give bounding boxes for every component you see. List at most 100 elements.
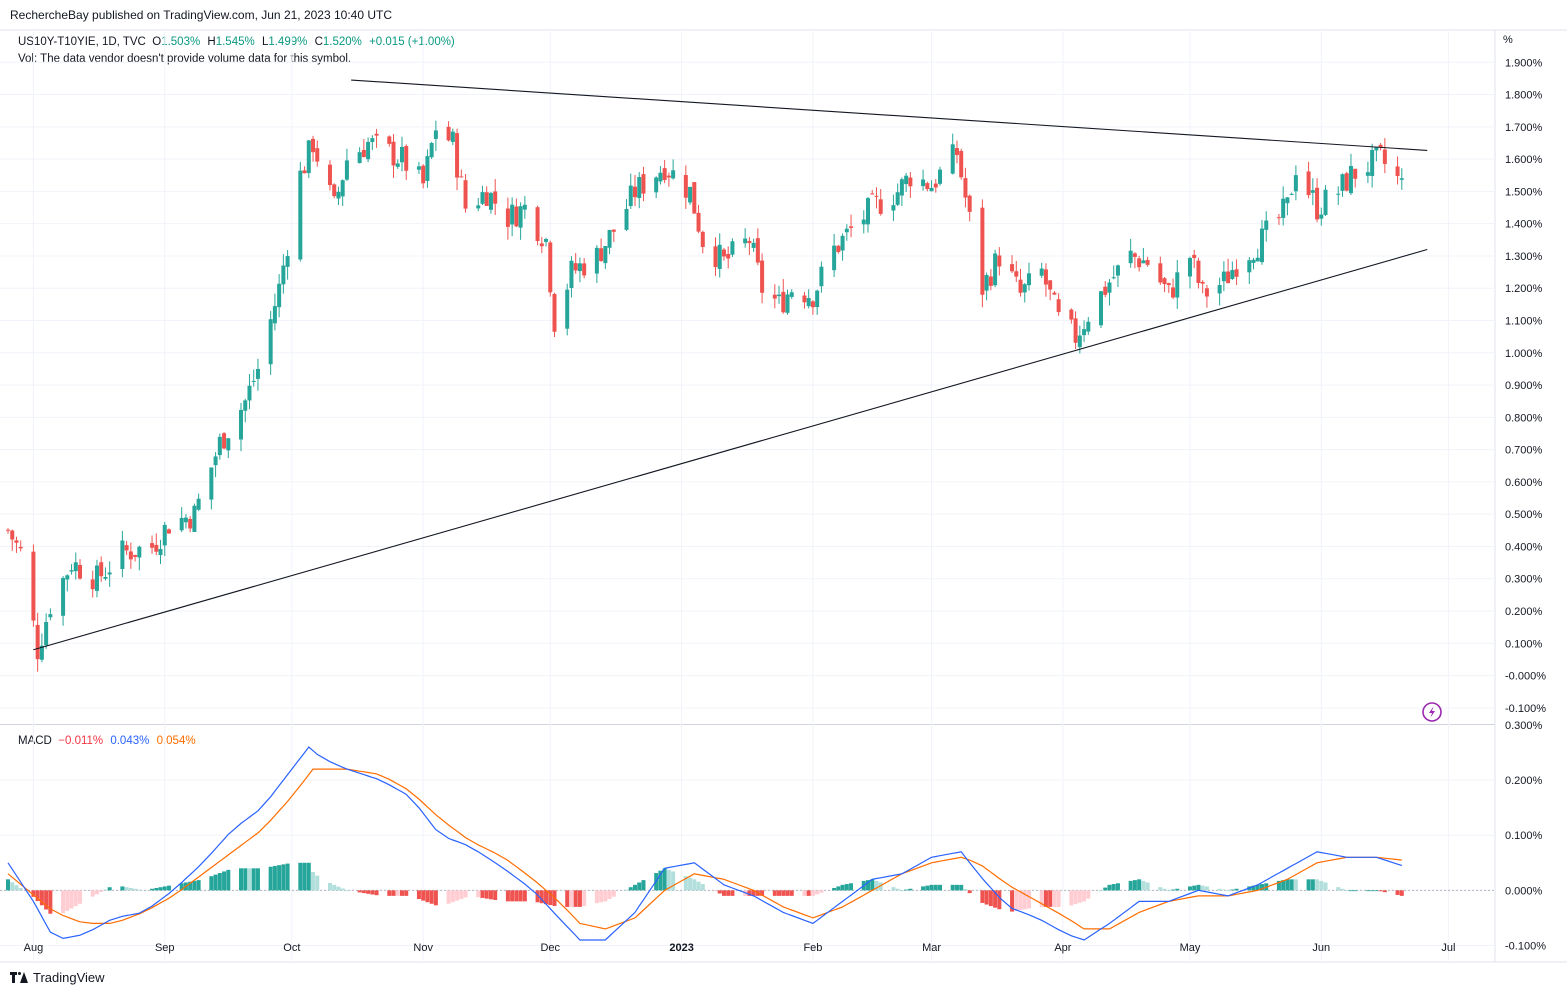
macd-hist-bar bbox=[573, 890, 578, 907]
tradingview-brand[interactable]: TradingView bbox=[10, 970, 105, 985]
macd-hist-bar bbox=[179, 883, 184, 891]
macd-hist-bar bbox=[594, 890, 599, 904]
candle-body bbox=[124, 545, 129, 551]
macd-hist-bar bbox=[1374, 890, 1379, 892]
macd-hist-bar bbox=[459, 890, 464, 900]
candle-body bbox=[150, 543, 155, 548]
candle-body bbox=[836, 245, 841, 252]
macd-hist-bar bbox=[493, 890, 498, 900]
macd-hist-bar bbox=[522, 890, 527, 902]
high-label: H bbox=[207, 36, 216, 48]
macd-hist-bar bbox=[921, 886, 926, 891]
candle-body bbox=[311, 138, 316, 153]
price-tick-label: 1.200% bbox=[1505, 283, 1543, 295]
macd-hist-bar bbox=[713, 890, 718, 892]
macd-hist-bar bbox=[255, 868, 260, 891]
candle-body bbox=[611, 229, 616, 232]
macd-hist-bar bbox=[476, 890, 481, 898]
macd-hist-bar bbox=[103, 889, 108, 891]
open-value: 1.503% bbox=[161, 36, 201, 48]
macd-hist-bar bbox=[1259, 884, 1264, 891]
macd-hist-bar bbox=[1378, 890, 1383, 892]
candle-body bbox=[552, 293, 557, 332]
macd-hist-bar bbox=[425, 890, 430, 903]
macd-hist-bar bbox=[391, 890, 396, 896]
macd-hist-bar bbox=[332, 884, 337, 891]
candle-body bbox=[226, 438, 231, 451]
lightning-alert-icon[interactable] bbox=[1422, 702, 1442, 722]
candle-body bbox=[1175, 272, 1180, 298]
candle-body bbox=[1145, 259, 1150, 265]
candle-body bbox=[548, 242, 553, 293]
macd-hist-bar bbox=[340, 888, 345, 891]
candle-body bbox=[1026, 273, 1031, 286]
macd-hist-bar bbox=[870, 879, 875, 891]
macd-hist-bar bbox=[1010, 890, 1015, 912]
candle-body bbox=[183, 517, 188, 523]
macd-hist-bar bbox=[777, 890, 782, 896]
macd-hist-bar bbox=[899, 890, 904, 892]
macd-hist-bar bbox=[1289, 879, 1294, 891]
macd-hist-bar bbox=[810, 890, 815, 896]
macd-hist-bar bbox=[124, 887, 129, 891]
candle-body bbox=[785, 294, 790, 313]
macd-hist-bar bbox=[357, 890, 362, 893]
candle-body bbox=[1141, 260, 1146, 264]
candle-body bbox=[1306, 171, 1311, 196]
candle-body bbox=[1082, 329, 1087, 336]
candle-body bbox=[425, 156, 430, 181]
time-tick-label: Nov bbox=[413, 942, 433, 954]
macd-hist-bar bbox=[1069, 890, 1074, 906]
candle-body bbox=[1221, 271, 1226, 282]
candle-body bbox=[10, 530, 15, 540]
candle-body bbox=[671, 170, 676, 179]
macd-hist-bar bbox=[1200, 885, 1205, 891]
macd-hist-bar bbox=[455, 890, 460, 901]
macd-hist-bar bbox=[90, 890, 95, 897]
candle-body bbox=[721, 249, 726, 257]
candle-body bbox=[891, 205, 896, 211]
candle-body bbox=[1196, 260, 1201, 283]
price-tick-label: 0.100% bbox=[1505, 638, 1543, 650]
macd-hist-bar bbox=[158, 887, 163, 891]
macd-hist-bar bbox=[1281, 880, 1286, 891]
candle-body bbox=[984, 275, 989, 291]
candle-body bbox=[120, 540, 125, 570]
macd-hist-bar bbox=[874, 880, 879, 891]
candle-body bbox=[1217, 285, 1222, 294]
candle-body bbox=[1103, 286, 1108, 295]
macd-hist-bar bbox=[1285, 879, 1290, 891]
price-tick-label: 1.000% bbox=[1505, 348, 1543, 360]
candle-body bbox=[777, 294, 782, 297]
candle-body bbox=[1395, 166, 1400, 177]
macd-hist-bar bbox=[751, 890, 756, 896]
open-label: O bbox=[152, 36, 162, 48]
macd-hist-value: −0.011% bbox=[58, 735, 104, 747]
candle-body bbox=[1132, 253, 1137, 257]
macd-hist-bar bbox=[781, 890, 786, 896]
macd-hist-bar bbox=[463, 890, 468, 898]
candle-body bbox=[730, 241, 735, 255]
macd-hist-bar bbox=[14, 885, 19, 891]
macd-line-value: 0.043% bbox=[110, 735, 150, 747]
macd-hist-bar bbox=[772, 890, 777, 896]
candle-body bbox=[1344, 173, 1349, 191]
macd-hist-bar bbox=[565, 890, 570, 907]
macd-hist-bar bbox=[1340, 888, 1345, 891]
candle-body bbox=[1073, 318, 1078, 343]
candle-body bbox=[90, 579, 95, 590]
macd-hist-bar bbox=[188, 881, 193, 891]
macd-hist-bar bbox=[726, 890, 731, 896]
candle-body bbox=[878, 199, 883, 214]
candle-body bbox=[1187, 257, 1192, 277]
macd-hist-bar bbox=[387, 890, 392, 896]
macd-hist-bar bbox=[302, 862, 307, 891]
time-tick-label: Jul bbox=[1441, 942, 1455, 954]
macd-hist-bar bbox=[997, 890, 1002, 910]
macd-hist-bar bbox=[1052, 890, 1057, 907]
candle-body bbox=[1319, 214, 1324, 219]
candle-body bbox=[993, 253, 998, 286]
candle-body bbox=[1255, 257, 1260, 262]
candle-body bbox=[1336, 193, 1341, 195]
